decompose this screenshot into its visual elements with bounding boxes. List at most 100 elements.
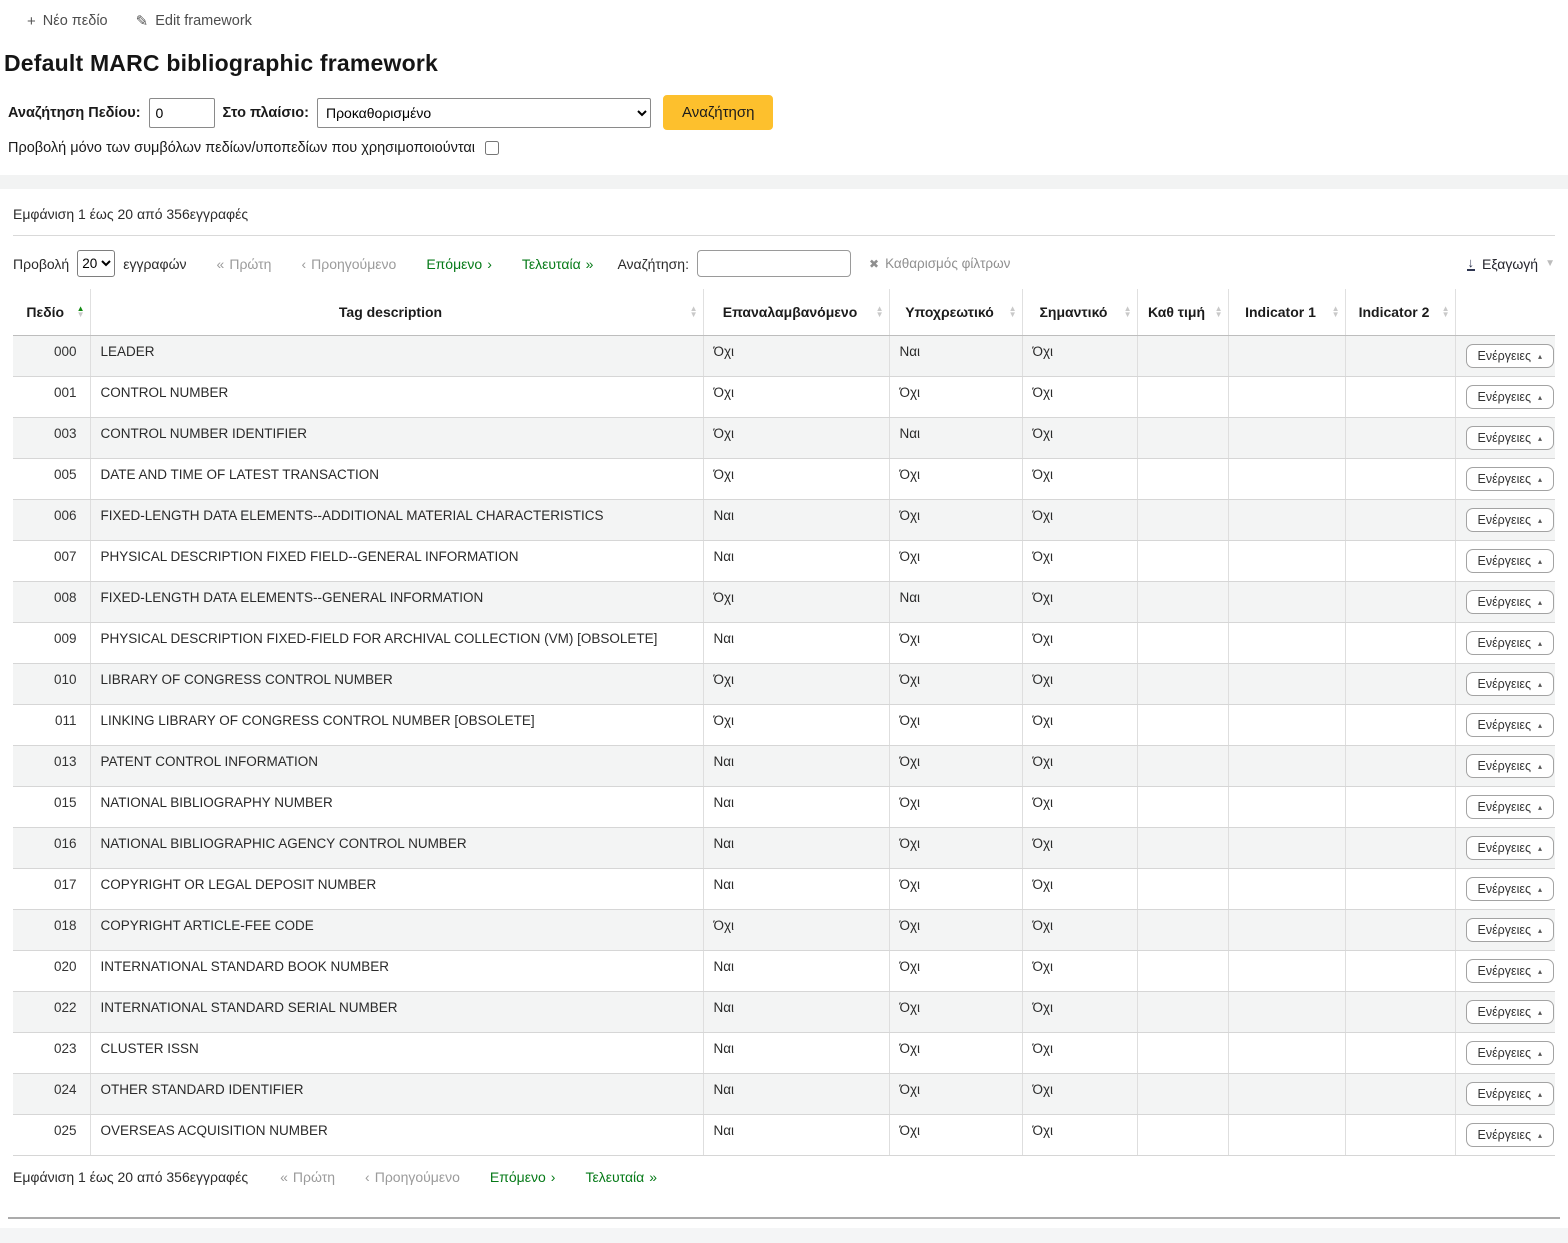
clear-filter-button[interactable]: ✖ Καθαρισμός φίλτρων: [869, 256, 1010, 271]
actions-button[interactable]: Ενέργειες ▴: [1465, 795, 1554, 819]
actions-button[interactable]: Ενέργειες ▴: [1465, 508, 1554, 532]
cell-mandatory: Όχι: [888, 786, 1022, 828]
cell-default-value: [1136, 786, 1228, 828]
table-row: 015 NATIONAL BIBLIOGRAPHY NUMBER Ναι Όχι Όχι…: [13, 786, 1555, 828]
first-page-link[interactable]: « Πρώτη: [280, 1169, 335, 1185]
column-header-repeatable[interactable]: Επαναλαμβανόμενο ▲ ▼: [702, 289, 889, 336]
cell-important: Όχι: [1021, 540, 1137, 582]
pagination-top: « Πρώτη ‹ Προηγούμενο Επόμενο › Τελευταί…: [217, 256, 594, 272]
cell-important: Όχι: [1021, 786, 1137, 828]
cell-repeatable: Ναι: [702, 868, 889, 910]
actions-button[interactable]: Ενέργειες ▴: [1465, 918, 1554, 942]
caret-up-icon: ▴: [1537, 1130, 1542, 1140]
cell-tag: 016: [13, 827, 90, 869]
section-divider: [0, 175, 1568, 189]
actions-button[interactable]: Ενέργειες ▴: [1465, 590, 1554, 614]
caret-up-icon: ▴: [1537, 1048, 1542, 1058]
cell-description: PATENT CONTROL INFORMATION: [89, 745, 703, 787]
cell-tag: 006: [13, 499, 90, 541]
field-search-input[interactable]: [148, 97, 215, 128]
search-button[interactable]: Αναζήτηση: [662, 95, 774, 130]
column-header-important[interactable]: Σημαντικό ▲ ▼: [1021, 289, 1137, 336]
actions-button-label: Ενέργειες: [1477, 513, 1531, 527]
next-page-link[interactable]: Επόμενο ›: [426, 256, 492, 272]
cell-actions: Ενέργειες ▴: [1454, 663, 1555, 705]
cell-tag: 007: [13, 540, 90, 582]
first-page-link[interactable]: « Πρώτη: [217, 256, 272, 272]
cell-description: COPYRIGHT OR LEGAL DEPOSIT NUMBER: [89, 868, 703, 910]
pagination-bottom: « Πρώτη ‹ Προηγούμενο Επόμενο › Τελευταί…: [280, 1169, 657, 1185]
cell-default-value: [1136, 909, 1228, 951]
actions-button[interactable]: Ενέργειες ▴: [1465, 959, 1554, 983]
actions-button-label: Ενέργειες: [1477, 1087, 1531, 1101]
last-page-label: Τελευταία: [585, 1168, 645, 1185]
edit-framework-button[interactable]: ✎ Edit framework: [136, 12, 252, 30]
cell-actions: Ενέργειες ▴: [1454, 950, 1555, 992]
last-page-link[interactable]: Τελευταία »: [585, 1169, 657, 1185]
cell-important: Όχι: [1021, 745, 1137, 787]
table-controls: Προβολή 20 εγγραφών « Πρώτη ‹ Προηγούμεν…: [13, 236, 1555, 289]
sort-icon: ▲ ▼: [689, 303, 698, 319]
chevron-down-icon: ▼: [1545, 258, 1555, 269]
cell-indicator2: [1344, 663, 1455, 705]
table-row: 024 OTHER STANDARD IDENTIFIER Ναι Όχι Όχι Ενέ…: [13, 1073, 1555, 1115]
actions-button[interactable]: Ενέργειες ▴: [1465, 713, 1554, 737]
first-page-label: Πρώτη: [229, 255, 272, 272]
used-fields-checkbox[interactable]: [485, 141, 500, 155]
actions-button[interactable]: Ενέργειες ▴: [1465, 467, 1554, 491]
actions-button[interactable]: Ενέργειες ▴: [1465, 672, 1554, 696]
framework-select[interactable]: Προκαθορισμένο: [316, 97, 651, 128]
actions-button[interactable]: Ενέργειες ▴: [1465, 426, 1554, 450]
table-row: 013 PATENT CONTROL INFORMATION Ναι Όχι Όχι Εν…: [13, 745, 1555, 787]
actions-button[interactable]: Ενέργειες ▴: [1465, 549, 1554, 573]
cell-actions: Ενέργειες ▴: [1454, 1032, 1555, 1074]
caret-up-icon: ▴: [1537, 802, 1542, 812]
actions-button[interactable]: Ενέργειες ▴: [1465, 631, 1554, 655]
cell-default-value: [1136, 827, 1228, 869]
cell-indicator1: [1227, 827, 1345, 869]
edit-framework-label: Edit framework: [155, 13, 252, 29]
new-field-button[interactable]: + Νέο πεδίο: [27, 13, 108, 30]
column-header-mandatory[interactable]: Υποχρεωτικό ▲ ▼: [888, 289, 1022, 336]
cell-default-value: [1136, 417, 1228, 459]
sort-icon: ▲ ▼: [875, 303, 884, 319]
cell-mandatory: Όχι: [888, 540, 1022, 582]
actions-button[interactable]: Ενέργειες ▴: [1465, 1041, 1554, 1065]
actions-button[interactable]: Ενέργειες ▴: [1465, 1000, 1554, 1024]
cell-repeatable: Όχι: [702, 376, 889, 418]
cell-tag: 018: [13, 909, 90, 951]
plus-icon: +: [27, 12, 36, 30]
actions-button[interactable]: Ενέργειες ▴: [1465, 877, 1554, 901]
cell-indicator1: [1227, 950, 1345, 992]
cell-default-value: [1136, 950, 1228, 992]
previous-page-link[interactable]: ‹ Προηγούμενο: [365, 1169, 460, 1185]
cell-description: COPYRIGHT ARTICLE-FEE CODE: [89, 909, 703, 951]
actions-button[interactable]: Ενέργειες ▴: [1465, 1123, 1554, 1147]
previous-page-link[interactable]: ‹ Προηγούμενο: [301, 256, 396, 272]
column-header-tag[interactable]: Πεδίο ▲ ▼: [13, 289, 90, 336]
column-header-indicator1[interactable]: Indicator 1 ▲ ▼: [1227, 289, 1345, 336]
cell-repeatable: Ναι: [702, 745, 889, 787]
page-length-select[interactable]: 20: [77, 250, 116, 277]
actions-button[interactable]: Ενέργειες ▴: [1465, 836, 1554, 860]
column-header-default-value[interactable]: Καθ τιμή ▲ ▼: [1136, 289, 1228, 336]
next-page-link[interactable]: Επόμενο ›: [490, 1169, 556, 1185]
table-row: 017 COPYRIGHT OR LEGAL DEPOSIT NUMBER Ναι Ό…: [13, 868, 1555, 910]
chevrons-right-icon: »: [585, 255, 594, 272]
cell-actions: Ενέργειες ▴: [1454, 622, 1555, 664]
actions-button[interactable]: Ενέργειες ▴: [1465, 385, 1554, 409]
last-page-link[interactable]: Τελευταία »: [522, 256, 594, 272]
column-header-indicator2[interactable]: Indicator 2 ▲ ▼: [1344, 289, 1455, 336]
actions-button[interactable]: Ενέργειες ▴: [1465, 1082, 1554, 1106]
cell-indicator2: [1344, 540, 1455, 582]
cell-important: Όχι: [1021, 827, 1137, 869]
column-header-actions: [1454, 289, 1555, 336]
export-button[interactable]: ↓ Εξαγωγή ▼: [1466, 256, 1555, 272]
cell-repeatable: Όχι: [702, 417, 889, 459]
table-search-input[interactable]: [697, 250, 851, 277]
actions-button[interactable]: Ενέργειες ▴: [1465, 344, 1554, 368]
cell-default-value: [1136, 458, 1228, 500]
cell-default-value: [1136, 745, 1228, 787]
column-header-description[interactable]: Tag description ▲ ▼: [89, 289, 703, 336]
actions-button[interactable]: Ενέργειες ▴: [1465, 754, 1554, 778]
